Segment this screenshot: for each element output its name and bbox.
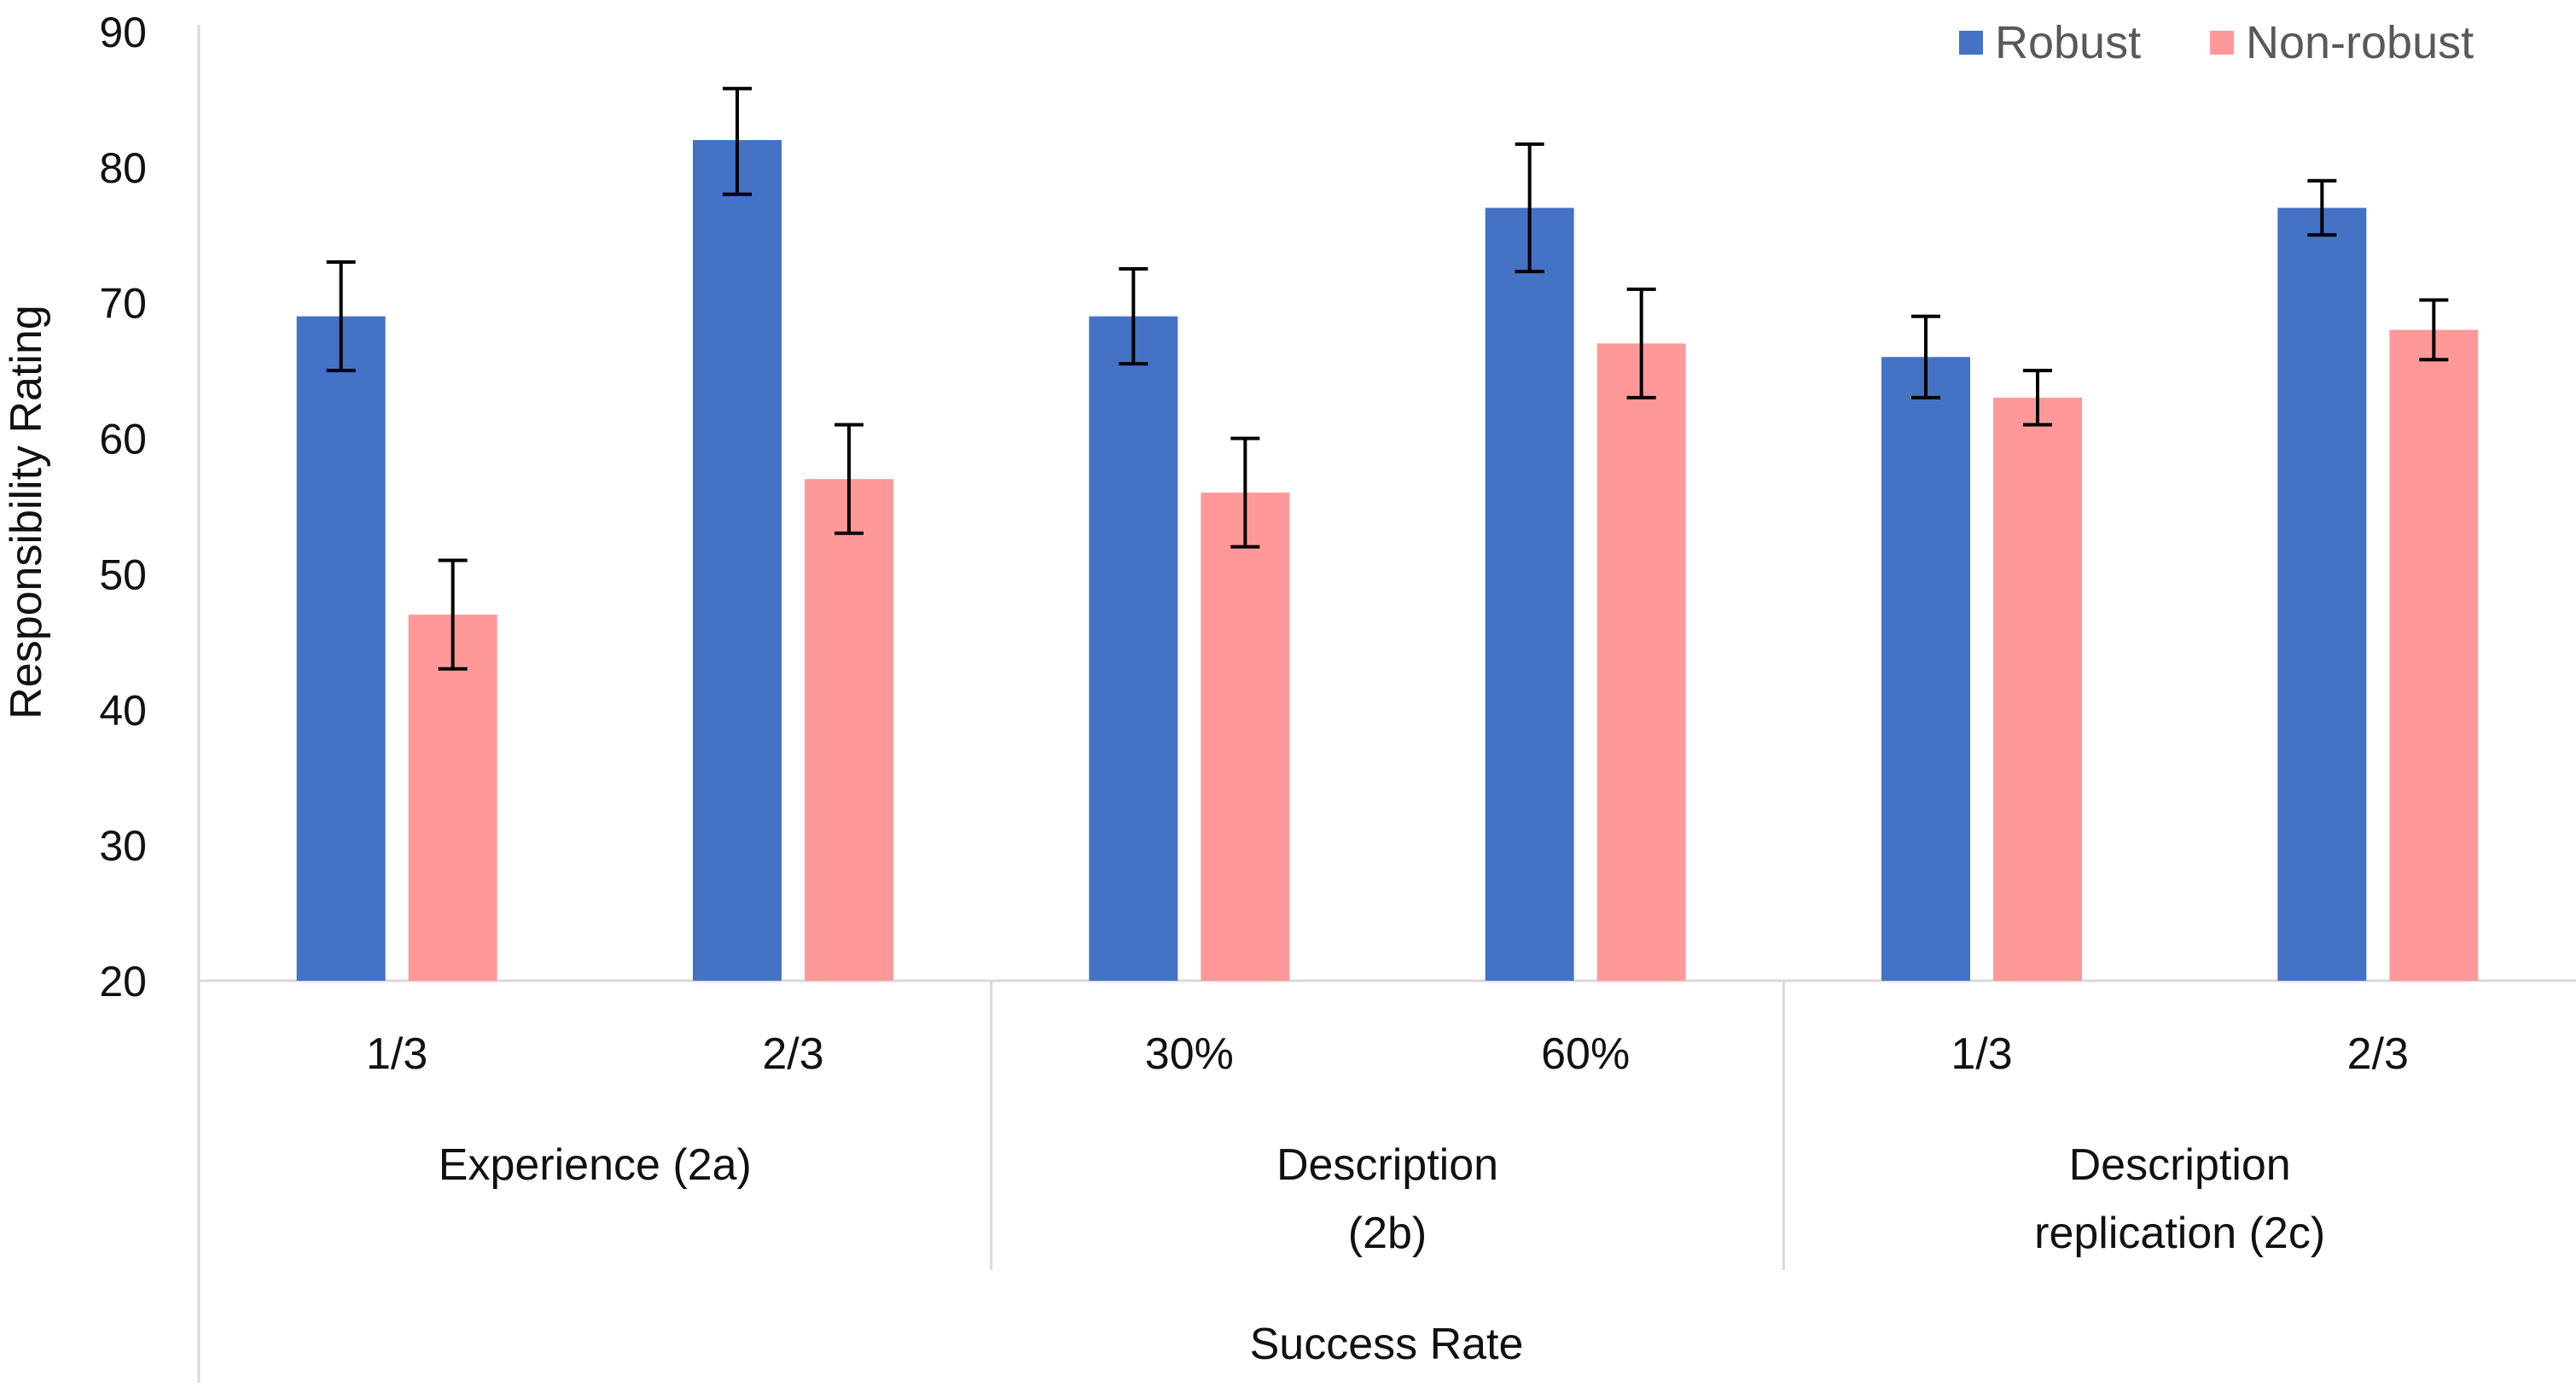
- y-tick-label: 20: [99, 958, 147, 1005]
- group-label: Experience (2a): [439, 1140, 752, 1190]
- bar-robust: [693, 140, 782, 982]
- category-label: 60%: [1541, 1029, 1630, 1079]
- bar-robust: [1881, 357, 1970, 981]
- y-axis-title: Responsibility Rating: [2, 305, 51, 720]
- bar-non-robust: [1993, 397, 2082, 981]
- group-label: Description: [2069, 1140, 2291, 1190]
- legend: Robust Non-robust: [1959, 17, 2474, 68]
- bar-robust: [1485, 207, 1574, 981]
- bar-non-robust: [1596, 343, 1686, 981]
- bar-non-robust: [2389, 329, 2479, 981]
- legend-swatch: [2210, 31, 2234, 55]
- error-bars: [326, 86, 2449, 671]
- y-tick-label: 70: [99, 280, 147, 328]
- category-label: 1/3: [1951, 1029, 2012, 1079]
- group-label: (2b): [1348, 1209, 1427, 1258]
- y-tick-label: 30: [99, 822, 147, 870]
- group-label: replication (2c): [2034, 1209, 2325, 1258]
- category-label: 2/3: [762, 1029, 823, 1079]
- bar-robust: [1089, 316, 1178, 982]
- bar-robust: [296, 316, 386, 982]
- axes: [197, 25, 2576, 1383]
- y-tick-label: 60: [99, 416, 147, 463]
- group-label: Description: [1276, 1140, 1498, 1190]
- category-label: 1/3: [366, 1029, 427, 1079]
- bar-non-robust: [1201, 492, 1290, 981]
- tick-labels: 20 30 40 50 60 70 80 90 Experience (2a) 1/3 2/3 Des…: [99, 9, 2409, 1258]
- y-tick-label: 80: [99, 144, 147, 192]
- y-tick-label: 90: [99, 9, 147, 56]
- y-tick-label: 40: [99, 686, 147, 734]
- bar-robust: [2277, 207, 2367, 981]
- category-label: 2/3: [2347, 1029, 2409, 1079]
- bars: [296, 140, 2479, 982]
- bar-non-robust: [805, 479, 893, 981]
- category-label: 30%: [1145, 1029, 1234, 1079]
- legend-label: Robust: [1995, 17, 2141, 68]
- y-tick-label: 50: [99, 551, 147, 598]
- legend-label: Non-robust: [2246, 17, 2474, 68]
- bar-non-robust: [408, 615, 497, 981]
- x-axis-title: Success Rate: [1250, 1320, 1524, 1369]
- legend-swatch: [1959, 31, 1983, 55]
